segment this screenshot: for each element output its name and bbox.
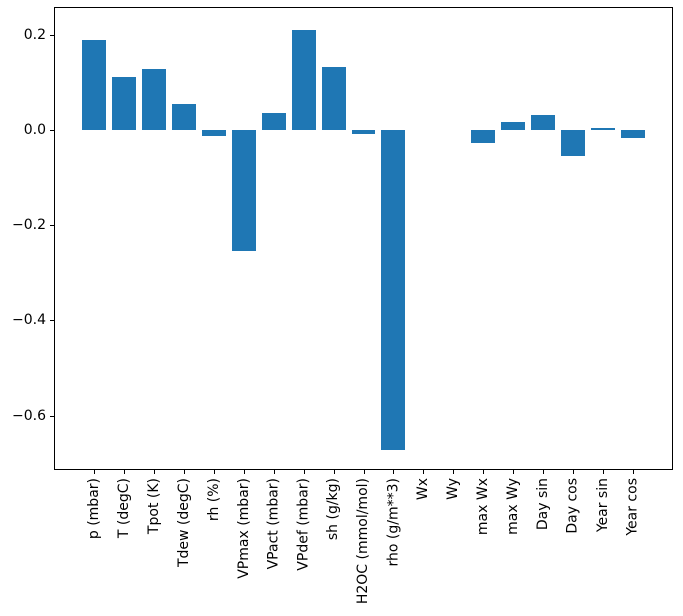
x-tick-mark bbox=[303, 470, 305, 474]
x-tick-mark bbox=[513, 470, 515, 474]
x-tick-label-rh: rh (%) bbox=[205, 478, 222, 522]
x-tick-label-max-wy: max Wy bbox=[505, 478, 522, 535]
x-tick-mark bbox=[393, 470, 395, 474]
x-tick-label-wy: Wy bbox=[445, 478, 462, 500]
x-tick-mark bbox=[94, 470, 96, 474]
x-tick-mark bbox=[363, 470, 365, 474]
x-tick-mark bbox=[243, 470, 245, 474]
x-tick-mark bbox=[632, 470, 634, 474]
x-tick-mark bbox=[273, 470, 275, 474]
bar-max-wy bbox=[501, 122, 526, 130]
bar-max-wx bbox=[471, 129, 496, 144]
x-tick-mark bbox=[543, 470, 545, 474]
x-tick-mark bbox=[124, 470, 126, 474]
y-tick-mark bbox=[50, 225, 54, 227]
y-tick-mark bbox=[50, 320, 54, 322]
x-tick-mark bbox=[602, 470, 604, 474]
x-tick-mark bbox=[483, 470, 485, 474]
y-tick-mark bbox=[50, 415, 54, 417]
bar-year-sin bbox=[590, 128, 615, 130]
bar-vpdef-mbar bbox=[291, 29, 316, 130]
x-tick-label-max-wx: max Wx bbox=[475, 478, 492, 536]
x-tick-label-day-sin: Day sin bbox=[535, 478, 552, 531]
x-tick-mark bbox=[573, 470, 575, 474]
x-tick-label-vpact-mbar: VPact (mbar) bbox=[265, 478, 282, 570]
y-tick-mark bbox=[50, 34, 54, 36]
x-tick-mark bbox=[453, 470, 455, 474]
x-tick-mark bbox=[153, 470, 155, 474]
x-tick-label-rho-g-m-3: rho (g/m**3) bbox=[385, 478, 402, 567]
x-tick-label-year-cos: Year cos bbox=[624, 478, 641, 536]
y-tick-label: 0.2 bbox=[23, 26, 46, 43]
x-tick-label-t-degc: T (degC) bbox=[116, 478, 133, 539]
x-tick-label-tdew-degc: Tdew (degC) bbox=[175, 478, 192, 568]
bar-rh bbox=[201, 129, 226, 137]
bar-sh-g-kg bbox=[321, 67, 346, 130]
bar-vpmax-mbar bbox=[231, 129, 256, 252]
x-tick-mark bbox=[213, 470, 215, 474]
x-tick-label-wx: Wx bbox=[415, 478, 432, 501]
bar-tpot-k bbox=[142, 68, 166, 130]
x-tick-label-tpot-k: Tpot (K) bbox=[145, 478, 162, 535]
bar-rho-g-m-3 bbox=[381, 129, 406, 450]
bar-t-degc bbox=[112, 77, 136, 130]
x-tick-mark bbox=[333, 470, 335, 474]
bar-day-cos bbox=[561, 129, 585, 156]
bar-tdew-degc bbox=[171, 103, 196, 130]
y-tick-mark bbox=[50, 129, 54, 131]
bar-day-sin bbox=[531, 114, 556, 130]
bar-h2oc-mmol-mol bbox=[351, 129, 376, 135]
y-tick-label: −0.2 bbox=[12, 217, 46, 234]
y-tick-label: −0.4 bbox=[12, 312, 46, 329]
bar-p-mbar bbox=[82, 40, 107, 130]
bar-year-cos bbox=[620, 129, 645, 138]
x-tick-label-day-cos: Day cos bbox=[565, 478, 582, 534]
y-tick-label: −0.6 bbox=[12, 407, 46, 424]
y-tick-label: 0.0 bbox=[23, 121, 46, 138]
bar-vpact-mbar bbox=[261, 112, 286, 130]
x-tick-label-h2oc-mmol-mol: H2OC (mmol/mol) bbox=[355, 478, 372, 605]
plot-area bbox=[54, 7, 673, 470]
x-tick-label-vpdef-mbar: VPdef (mbar) bbox=[295, 478, 312, 571]
x-tick-mark bbox=[423, 470, 425, 474]
x-tick-mark bbox=[183, 470, 185, 474]
x-tick-label-year-sin: Year sin bbox=[594, 478, 611, 533]
x-tick-label-vpmax-mbar: VPmax (mbar) bbox=[235, 478, 252, 579]
x-tick-label-p-mbar: p (mbar) bbox=[86, 478, 103, 540]
x-tick-label-sh-g-kg: sh (g/kg) bbox=[325, 478, 342, 541]
